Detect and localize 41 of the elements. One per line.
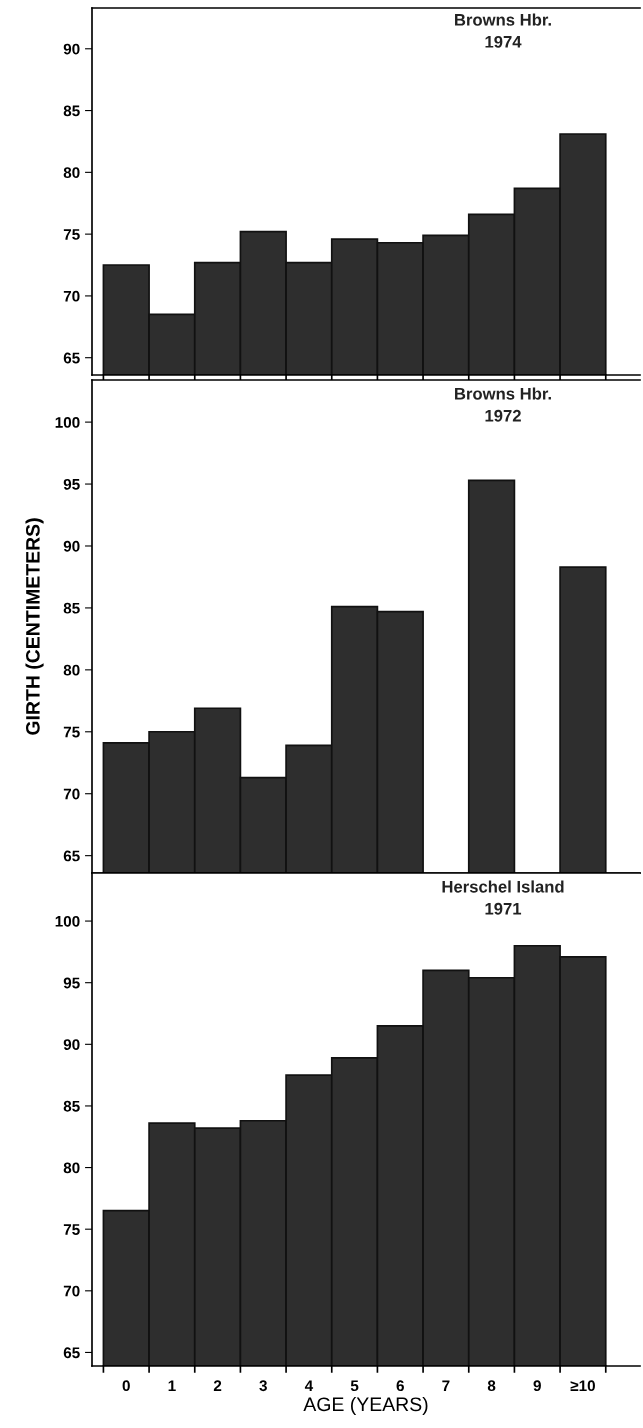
x-tick-label: 9 <box>533 1380 541 1392</box>
x-tick-label: ≥10 <box>570 1380 595 1392</box>
x-axis-title: AGE (YEARS) <box>303 1396 428 1416</box>
y-tick-label: 85 <box>63 105 80 117</box>
y-tick-label: 85 <box>63 1100 80 1112</box>
y-tick-label: 85 <box>63 602 80 614</box>
y-tick-label: 100 <box>55 915 80 927</box>
y-tick-label: 75 <box>63 726 80 738</box>
y-tick-label: 95 <box>63 977 80 989</box>
y-tick-label: 75 <box>63 1224 80 1235</box>
x-tick-label: 3 <box>259 1380 267 1392</box>
x-tick-label: 6 <box>396 1380 404 1392</box>
y-tick-label: 70 <box>63 290 80 302</box>
x-tick-label: 1 <box>168 1380 176 1391</box>
x-tick-label: 5 <box>350 1380 359 1392</box>
x-tick-label: 0 <box>122 1380 130 1392</box>
x-tick-label: 8 <box>487 1380 496 1392</box>
y-tick-label: 80 <box>63 167 80 179</box>
y-tick-label: 95 <box>63 478 80 490</box>
y-tick-label: 70 <box>63 1285 80 1297</box>
y-tick-label: 70 <box>63 788 80 800</box>
text: 1974 <box>485 35 522 48</box>
y-tick-label: 65 <box>63 1347 80 1359</box>
y-tick-label: 90 <box>63 1039 80 1050</box>
y-tick-label: 90 <box>63 540 80 552</box>
y-tick-label: 80 <box>63 1162 80 1174</box>
chart-title: Herschel Island <box>442 880 564 893</box>
chart-title: Browns Hbr. <box>455 387 551 400</box>
text: 1972 <box>485 409 521 422</box>
y-tick-label: 65 <box>63 352 80 364</box>
x-tick-label: 4 <box>304 1380 314 1391</box>
x-tick-label: 7 <box>442 1380 450 1391</box>
x-tick-label: 2 <box>213 1380 222 1391</box>
y-tick-label: 90 <box>63 43 80 55</box>
y-tick-label: 65 <box>63 850 80 862</box>
y-tick-label: 100 <box>55 416 80 428</box>
text: 1971 <box>485 902 522 915</box>
y-tick-label: 75 <box>63 229 80 240</box>
chart-title: Browns Hbr. <box>455 13 551 26</box>
y-tick-label: 80 <box>63 664 80 676</box>
y-axis-title: GIRTH (CENTIMETERS) <box>25 518 44 735</box>
